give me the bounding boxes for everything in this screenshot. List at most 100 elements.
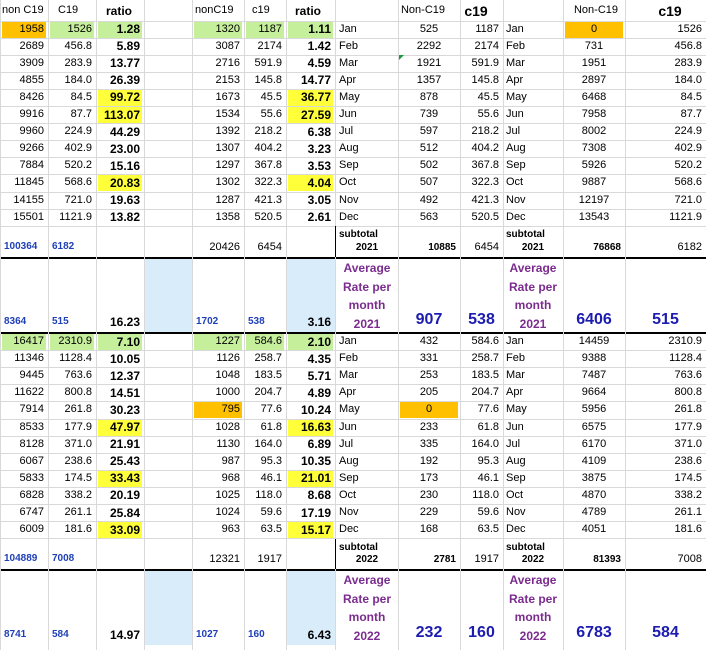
e-c19-cell: 145.8 <box>471 73 499 86</box>
grid-line <box>0 419 706 420</box>
month-label-1: Sep <box>339 159 359 172</box>
e-c19-cell: 61.8 <box>477 420 499 433</box>
month-label-1: Nov <box>339 193 359 206</box>
month-label-1: Aug <box>339 454 359 467</box>
ratio-highlight-bg <box>144 257 192 332</box>
month-label-2: Apr <box>506 73 524 86</box>
grid-line <box>0 226 706 227</box>
mid-c19-cell: 258.7 <box>254 352 282 365</box>
grid-line <box>286 0 287 650</box>
left-nonc19-cell: 9960 <box>19 125 44 138</box>
header-h-nonc19: Non-C19 <box>573 4 619 16</box>
avg-h: 6406 <box>576 311 612 328</box>
left-c19-cell: 520.2 <box>64 159 92 172</box>
month-label-2: Mar <box>506 369 525 382</box>
average-label-1: Rate per <box>342 279 392 294</box>
i-c19-cell: 1526 <box>677 22 702 35</box>
avg-left-c19: 515 <box>52 316 69 327</box>
i-c19-cell: 177.9 <box>674 420 702 433</box>
grid-line <box>0 569 706 571</box>
average-label-1: Average <box>343 261 391 275</box>
mid-ratio-cell: 10.35 <box>300 454 331 469</box>
left-c19-cell: 238.6 <box>64 454 92 467</box>
left-nonc19-cell: 6009 <box>19 523 44 536</box>
header-mid-c19: c19 <box>252 4 270 16</box>
h-nonc19-cell: 0 <box>565 20 623 38</box>
mid-c19-cell: 145.8 <box>254 73 282 86</box>
month-label-2: Jan <box>506 335 524 348</box>
left-ratio-cell: 26.39 <box>109 73 140 88</box>
grid-line <box>0 538 706 539</box>
grid-line <box>0 140 706 141</box>
mid-ratio-cell: 2.10 <box>288 333 333 351</box>
mid-c19-cell: 584.6 <box>246 333 284 351</box>
month-label-2: Feb <box>506 352 525 365</box>
left-c19-cell: 174.5 <box>64 471 92 484</box>
grid-line <box>244 0 245 650</box>
month-label-1: Nov <box>339 506 359 519</box>
mid-ratio-cell: 4.35 <box>307 351 331 366</box>
mid-c19-cell: 520.5 <box>254 210 282 223</box>
mid-nonc19-cell: 3087 <box>215 39 240 52</box>
left-c19-cell: 181.6 <box>64 523 92 536</box>
avg-h: 6783 <box>576 624 612 641</box>
mid-c19-cell: 183.5 <box>254 369 282 382</box>
grid-line <box>0 504 706 505</box>
h-nonc19-cell: 14459 <box>578 335 610 348</box>
left-ratio-cell: 20.19 <box>109 488 140 503</box>
grid-line <box>0 106 706 107</box>
left-c19-cell: 87.7 <box>70 108 92 121</box>
month-label-2: Sep <box>506 159 526 172</box>
mid-ratio-cell: 2.61 <box>307 210 331 225</box>
left-ratio-cell: 5.89 <box>116 39 140 54</box>
border-line <box>335 226 336 257</box>
mid-c19-cell: 61.8 <box>260 420 282 433</box>
month-label-2: Dec <box>506 210 526 223</box>
grid-line <box>48 0 49 650</box>
mid-c19-cell: 59.6 <box>260 506 282 519</box>
mid-c19-cell: 45.5 <box>260 90 282 103</box>
e-c19-cell: 63.5 <box>477 523 499 536</box>
grid-line <box>335 0 336 650</box>
grid-line <box>0 157 706 158</box>
average-label-2: Rate per <box>508 591 558 606</box>
avg-i: 584 <box>652 624 679 641</box>
mid-ratio-cell: 14.77 <box>300 73 331 88</box>
header-d-c19: c19 <box>464 2 488 19</box>
mid-nonc19-cell: 1126 <box>216 352 240 365</box>
left-c19-cell: 2310.9 <box>50 333 94 351</box>
avg-d: 232 <box>415 624 443 641</box>
left-ratio-cell: 99.72 <box>98 88 142 106</box>
i-c19-cell: 238.6 <box>674 454 702 467</box>
i-c19-cell: 283.9 <box>674 56 702 69</box>
d-nonc19-cell: 335 <box>419 437 439 450</box>
e-c19-cell: 59.6 <box>477 506 499 519</box>
total-i: 7008 <box>677 553 702 565</box>
i-c19-cell: 261.1 <box>674 506 702 519</box>
left-c19-cell: 84.5 <box>70 90 92 103</box>
d-nonc19-cell: 253 <box>419 369 439 382</box>
mid-nonc19-cell: 795 <box>194 401 242 419</box>
total-left-nonc19: 104889 <box>4 553 38 564</box>
mid-ratio-cell: 36.77 <box>288 88 333 106</box>
mid-nonc19-cell: 968 <box>221 471 240 484</box>
month-label-1: Jun <box>339 108 357 121</box>
left-nonc19-cell: 11845 <box>14 176 44 189</box>
grid-line <box>0 436 706 437</box>
left-nonc19-cell: 9266 <box>19 142 44 155</box>
e-c19-cell: 367.8 <box>471 159 499 172</box>
left-c19-cell: 456.8 <box>64 39 92 52</box>
left-nonc19-cell: 16417 <box>2 333 46 351</box>
h-nonc19-cell: 4109 <box>581 454 607 467</box>
e-c19-cell: 218.2 <box>471 125 499 138</box>
d-nonc19-cell: 192 <box>419 454 439 467</box>
h-nonc19-cell: 6468 <box>581 90 607 103</box>
mid-ratio-cell: 5.71 <box>307 368 331 383</box>
mid-c19-cell: 218.2 <box>254 125 282 138</box>
e-c19-cell: 46.1 <box>477 471 499 484</box>
left-nonc19-cell: 11346 <box>14 352 44 365</box>
h-nonc19-cell: 5926 <box>581 159 607 172</box>
month-label-1: Mar <box>339 369 358 382</box>
mid-c19-cell: 322.3 <box>254 176 282 189</box>
h-nonc19-cell: 8002 <box>581 125 607 138</box>
